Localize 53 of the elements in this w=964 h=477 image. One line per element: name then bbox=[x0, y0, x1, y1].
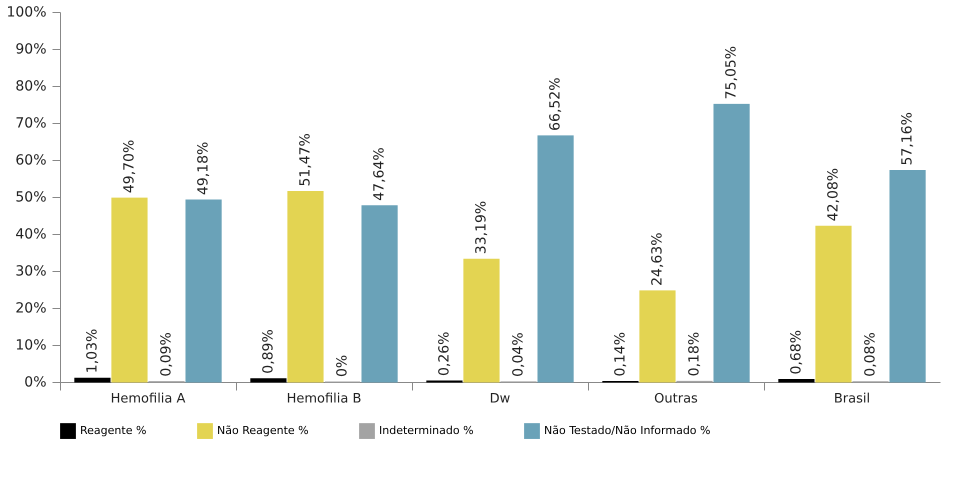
x-tick-label: Outras bbox=[654, 392, 698, 406]
legend-label: Não Testado/Não Informado % bbox=[544, 424, 710, 438]
y-tick-label: 90% bbox=[15, 42, 46, 58]
data-label: 57,16% bbox=[900, 112, 916, 166]
data-label: 51,47% bbox=[297, 133, 314, 187]
bar bbox=[74, 378, 111, 382]
bar bbox=[537, 135, 574, 382]
bar bbox=[185, 200, 222, 382]
data-label: 49,18% bbox=[196, 142, 212, 196]
data-label: 1,03% bbox=[84, 328, 100, 374]
data-label: 0,04% bbox=[510, 332, 527, 377]
data-label: 66,52% bbox=[548, 77, 564, 131]
bar bbox=[287, 191, 324, 382]
x-tick-label: Hemofilia B bbox=[286, 392, 362, 406]
bar bbox=[111, 198, 148, 382]
data-label: 0,14% bbox=[612, 332, 628, 376]
data-label: 49,70% bbox=[121, 140, 138, 194]
bar bbox=[361, 205, 398, 382]
y-tick-label: 30% bbox=[15, 264, 46, 280]
legend-label: Reagente % bbox=[80, 424, 146, 438]
bar bbox=[639, 290, 676, 382]
legend-label: Não Reagente % bbox=[217, 424, 309, 438]
bar bbox=[250, 378, 287, 382]
y-tick-label: 100% bbox=[6, 4, 46, 20]
y-tick-label: 40% bbox=[15, 226, 46, 242]
data-label: 0,08% bbox=[862, 332, 879, 377]
bar bbox=[889, 170, 926, 382]
y-tick-label: 70% bbox=[15, 116, 46, 132]
data-label: 42,08% bbox=[825, 168, 842, 222]
y-tick-label: 80% bbox=[15, 78, 46, 94]
y-tick-label: 60% bbox=[15, 152, 46, 168]
legend-label: Indeterminado % bbox=[379, 424, 474, 438]
bar bbox=[778, 378, 815, 382]
data-label: 0,68% bbox=[788, 330, 804, 374]
data-label: 0,89% bbox=[260, 329, 276, 374]
data-label: 0,26% bbox=[436, 332, 452, 376]
data-label: 0,18% bbox=[686, 332, 703, 376]
x-tick-label: Dw bbox=[490, 392, 511, 406]
x-tick-label: Brasil bbox=[834, 392, 870, 406]
data-label: 0% bbox=[334, 354, 351, 377]
y-tick-label: 20% bbox=[15, 300, 46, 316]
data-label: 33,19% bbox=[473, 200, 490, 254]
y-tick-label: 50% bbox=[15, 190, 46, 206]
data-label: 0,09% bbox=[158, 332, 175, 377]
data-label: 24,63% bbox=[649, 232, 666, 286]
bar bbox=[815, 226, 852, 382]
x-tick-label: Hemofilia A bbox=[110, 392, 186, 406]
data-label: 75,05% bbox=[724, 46, 740, 100]
data-label: 47,64% bbox=[372, 147, 388, 201]
bar bbox=[713, 104, 750, 382]
y-tick-label: 10% bbox=[15, 338, 46, 354]
y-tick-label: 0% bbox=[24, 374, 46, 390]
bar bbox=[463, 258, 500, 382]
